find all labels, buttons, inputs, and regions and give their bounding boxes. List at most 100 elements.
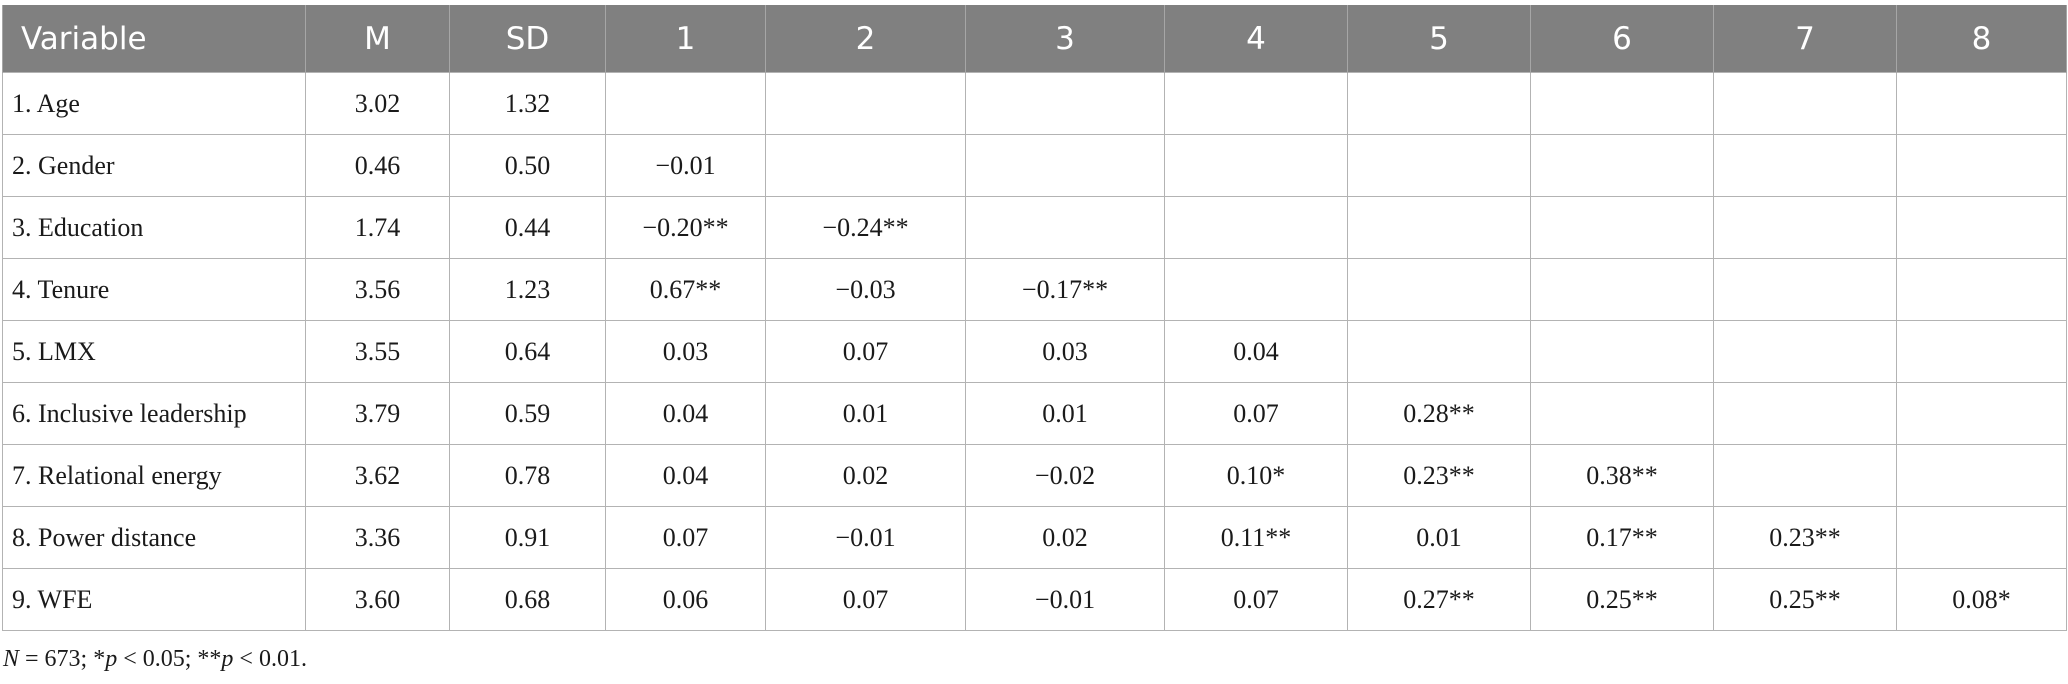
table-cell: [1347, 196, 1531, 259]
table-row: 7. Relational energy 3.62 0.78 0.04 0.02 −0.0…: [2, 444, 2067, 507]
table-cell: [965, 134, 1165, 197]
table-row: 2. Gender 0.46 0.50 −0.01: [2, 134, 2067, 197]
table-cell: [1896, 196, 2067, 259]
table-row: 5. LMX 3.55 0.64 0.03 0.07 0.03 0.04: [2, 320, 2067, 383]
table-cell: −0.17**: [965, 258, 1165, 321]
table-cell: 0.38**: [1530, 444, 1714, 507]
table-cell: 3.60: [305, 568, 450, 631]
table-cell: [1896, 320, 2067, 383]
table-cell: [965, 72, 1165, 135]
table-cell: 0.64: [449, 320, 606, 383]
header-col-2: 2: [765, 5, 966, 73]
table-cell: 0.50: [449, 134, 606, 197]
table-cell: [1347, 258, 1531, 321]
table-cell: 0.01: [1347, 506, 1531, 569]
table-cell: 0.06: [605, 568, 766, 631]
table-cell: −0.24**: [765, 196, 966, 259]
table-cell: 0.02: [765, 444, 966, 507]
header-col-3: 3: [965, 5, 1165, 73]
table-cell: [765, 72, 966, 135]
header-col-4: 4: [1164, 5, 1348, 73]
table-cell: 0.08*: [1896, 568, 2067, 631]
table-cell: −0.01: [965, 568, 1165, 631]
table-cell: [1347, 72, 1531, 135]
table-cell: 0.91: [449, 506, 606, 569]
table-cell: [1530, 134, 1714, 197]
note-p2-symbol: p: [221, 646, 234, 672]
table-cell: 0.68: [449, 568, 606, 631]
table-cell: [1530, 258, 1714, 321]
table-row: 4. Tenure 3.56 1.23 0.67** −0.03 −0.17**: [2, 258, 2067, 321]
table-cell: 1.23: [449, 258, 606, 321]
note-n-symbol: N: [3, 646, 20, 672]
table-cell: 0.04: [605, 444, 766, 507]
table-cell: 0.25**: [1530, 568, 1714, 631]
header-col-1: 1: [605, 5, 766, 73]
table-cell: 3.79: [305, 382, 450, 445]
variable-name-cell: 7. Relational energy: [2, 444, 306, 507]
header-variable: Variable: [2, 5, 306, 73]
table-cell: 0.04: [1164, 320, 1348, 383]
variable-name-cell: 4. Tenure: [2, 258, 306, 321]
table-cell: [1530, 320, 1714, 383]
table-cell: 0.23**: [1713, 506, 1897, 569]
variable-name-cell: 5. LMX: [2, 320, 306, 383]
table-cell: [1530, 72, 1714, 135]
table-cell: [965, 196, 1165, 259]
table-cell: [1347, 134, 1531, 197]
table-cell: 0.07: [1164, 382, 1348, 445]
table-cell: [1164, 72, 1348, 135]
variable-name-cell: 1. Age: [2, 72, 306, 135]
table-cell: 0.67**: [605, 258, 766, 321]
header-row: Variable M SD 1 2 3 4 5 6 7 8: [2, 5, 2067, 73]
table-cell: [1896, 506, 2067, 569]
table-cell: 3.02: [305, 72, 450, 135]
table-cell: 0.46: [305, 134, 450, 197]
header-col-5: 5: [1347, 5, 1531, 73]
variable-name-cell: 3. Education: [2, 196, 306, 259]
header-col-m: M: [305, 5, 450, 73]
table-cell: 3.62: [305, 444, 450, 507]
table-cell: 0.78: [449, 444, 606, 507]
table-cell: 3.36: [305, 506, 450, 569]
variable-name-cell: 9. WFE: [2, 568, 306, 631]
table-row: 6. Inclusive leadership 3.79 0.59 0.04 0.01 0…: [2, 382, 2067, 445]
header-col-sd: SD: [449, 5, 606, 73]
table-cell: [1713, 258, 1897, 321]
table-cell: 0.10*: [1164, 444, 1348, 507]
table-cell: 1.74: [305, 196, 450, 259]
note-p1-symbol: p: [105, 646, 118, 672]
table-cell: 0.11**: [1164, 506, 1348, 569]
table-cell: [1164, 258, 1348, 321]
header-col-8: 8: [1896, 5, 2067, 73]
table-row: 3. Education 1.74 0.44 −0.20** −0.24**: [2, 196, 2067, 259]
table-cell: [765, 134, 966, 197]
table-cell: 0.07: [765, 320, 966, 383]
table-cell: 0.25**: [1713, 568, 1897, 631]
table-cell: 3.55: [305, 320, 450, 383]
table-cell: 0.07: [605, 506, 766, 569]
table-cell: −0.03: [765, 258, 966, 321]
table-cell: 0.07: [1164, 568, 1348, 631]
table-cell: [1713, 382, 1897, 445]
table-cell: [1713, 72, 1897, 135]
table-cell: 0.44: [449, 196, 606, 259]
table-cell: [1530, 196, 1714, 259]
table-cell: 0.03: [605, 320, 766, 383]
table-cell: 0.17**: [1530, 506, 1714, 569]
table-cell: 0.07: [765, 568, 966, 631]
table-cell: 0.01: [765, 382, 966, 445]
table-cell: [1896, 258, 2067, 321]
variable-name-cell: 8. Power distance: [2, 506, 306, 569]
table-body: 1. Age 3.02 1.32 2. Gender 0.46 0.50 −0.01 3. E…: [2, 72, 2067, 631]
table-cell: [1713, 444, 1897, 507]
table-cell: 1.32: [449, 72, 606, 135]
table-cell: 0.02: [965, 506, 1165, 569]
table-cell: 0.27**: [1347, 568, 1531, 631]
table-cell: [1347, 320, 1531, 383]
table-cell: 0.03: [965, 320, 1165, 383]
table-cell: [1713, 134, 1897, 197]
table-cell: 0.01: [965, 382, 1165, 445]
table-row: 8. Power distance 3.36 0.91 0.07 −0.01 0.02 0.…: [2, 506, 2067, 569]
table-row: 9. WFE 3.60 0.68 0.06 0.07 −0.01 0.07 0.27** 0.2…: [2, 568, 2067, 631]
